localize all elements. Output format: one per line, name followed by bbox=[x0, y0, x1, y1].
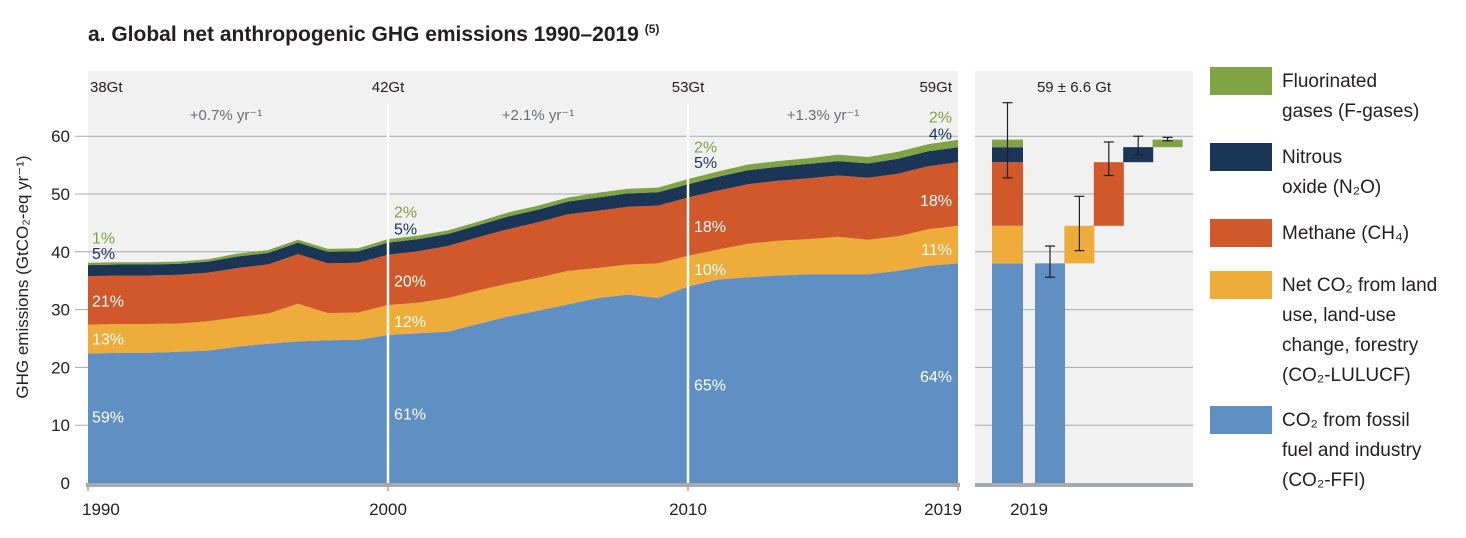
legend-label-line: (CO₂-FFI) bbox=[1282, 470, 1366, 491]
legend-swatch bbox=[1210, 219, 1272, 247]
share-label: 4% bbox=[929, 126, 952, 143]
legend-swatch bbox=[1210, 67, 1272, 95]
area-series-2 bbox=[88, 162, 958, 325]
share-label: 21% bbox=[92, 293, 124, 310]
x-axis-line bbox=[86, 483, 960, 487]
legend-label-line: Methane (CH₄) bbox=[1282, 223, 1410, 244]
total-bar-segment bbox=[992, 263, 1023, 483]
growth-rate-label: +1.3% yr⁻¹ bbox=[787, 107, 860, 124]
legend-label-line: (CO₂-LULUCF) bbox=[1282, 365, 1411, 386]
legend-item: CO₂ from fossil fuel and industry (CO₂-FFI… bbox=[1210, 406, 1421, 496]
x-tick-label: 2000 bbox=[369, 500, 407, 519]
legend-label-line: Nitrous bbox=[1282, 147, 1343, 168]
share-label: 65% bbox=[694, 378, 726, 395]
y-tick-label: 10 bbox=[51, 416, 70, 435]
y-axis-label: GHG emissions (GtCO₂-eq yr⁻¹) bbox=[13, 155, 32, 398]
share-label: 5% bbox=[694, 155, 717, 172]
y-tick-label: 30 bbox=[51, 301, 70, 320]
legend-label-line: gases (F-gases) bbox=[1282, 101, 1420, 122]
legend-label-line: change, forestry bbox=[1282, 335, 1419, 356]
legend-label-line: Net CO₂ from land bbox=[1282, 275, 1438, 296]
legend-item: Fluorinated gases (F-gases) bbox=[1210, 67, 1419, 127]
share-label: 2% bbox=[929, 110, 952, 127]
legend-label: CO₂ from fossil fuel and industry (CO₂-FFI… bbox=[1282, 406, 1421, 496]
total-label: 42Gt bbox=[372, 79, 405, 96]
legend-item: Methane (CH₄) bbox=[1210, 219, 1409, 249]
total-label: 38Gt bbox=[90, 79, 123, 96]
y-tick-label: 40 bbox=[51, 243, 70, 262]
growth-rate-label: +2.1% yr⁻¹ bbox=[502, 107, 575, 124]
share-label: 20% bbox=[394, 274, 426, 291]
growth-rate-label: +0.7% yr⁻¹ bbox=[190, 107, 263, 124]
chart-title: a. Global net anthropogenic GHG emission… bbox=[88, 22, 659, 47]
share-label: 10% bbox=[694, 262, 726, 279]
legend-label: Methane (CH₄) bbox=[1282, 219, 1409, 249]
total-label: 59Gt bbox=[919, 79, 952, 96]
legend-label-line: fuel and industry bbox=[1282, 440, 1422, 461]
share-label: 64% bbox=[920, 369, 952, 386]
legend-label: Fluorinated gases (F-gases) bbox=[1282, 67, 1419, 127]
share-label: 59% bbox=[92, 410, 124, 427]
x-tick-label: 1990 bbox=[82, 500, 120, 519]
share-label: 13% bbox=[92, 332, 124, 349]
legend-label-line: Fluorinated bbox=[1282, 71, 1378, 92]
waterfall-bar bbox=[1035, 263, 1065, 483]
y-tick-label: 50 bbox=[51, 185, 70, 204]
legend-item: Nitrous oxide (N₂O) bbox=[1210, 143, 1381, 203]
waterfall-bar bbox=[1152, 139, 1183, 148]
legend-label: Net CO₂ from land use, land-use change, fo… bbox=[1282, 271, 1437, 391]
share-label: 1% bbox=[92, 230, 115, 247]
share-label: 2% bbox=[394, 204, 417, 221]
share-label: 61% bbox=[394, 407, 426, 424]
total-bar-segment bbox=[992, 225, 1023, 264]
share-label: 18% bbox=[694, 219, 726, 236]
share-label: 11% bbox=[921, 242, 952, 259]
legend-label-line: CO₂ from fossil bbox=[1282, 410, 1410, 431]
area-series-0 bbox=[88, 263, 958, 483]
legend-swatch bbox=[1210, 406, 1272, 434]
total-label: 53Gt bbox=[672, 79, 705, 96]
legend-swatch bbox=[1210, 271, 1272, 299]
waterfall-title: 59 ± 6.6 Gt bbox=[1037, 79, 1112, 96]
chart-title-text: a. Global net anthropogenic GHG emission… bbox=[88, 23, 639, 46]
waterfall-axis-line bbox=[975, 483, 1193, 487]
x-tick-label: 2010 bbox=[669, 500, 707, 519]
legend-label-line: use, land-use bbox=[1282, 305, 1397, 326]
area-series-3 bbox=[88, 147, 958, 277]
share-label: 5% bbox=[92, 246, 115, 263]
share-label: 2% bbox=[694, 140, 717, 157]
legend-label-line: oxide (N₂O) bbox=[1282, 177, 1382, 198]
x-tick-label: 2019 bbox=[924, 500, 962, 519]
chart-title-note: (5) bbox=[644, 22, 660, 36]
share-label: 12% bbox=[394, 314, 426, 331]
legend-label: Nitrous oxide (N₂O) bbox=[1282, 143, 1381, 203]
waterfall-x-label: 2019 bbox=[1010, 500, 1048, 519]
y-tick-label: 20 bbox=[51, 358, 70, 377]
legend-item: Net CO₂ from land use, land-use change, fo… bbox=[1210, 271, 1437, 391]
area-series-4 bbox=[88, 139, 958, 266]
legend-swatch bbox=[1210, 143, 1272, 171]
y-tick-label: 0 bbox=[61, 474, 70, 493]
area-series-1 bbox=[88, 225, 958, 354]
y-tick-label: 60 bbox=[51, 127, 70, 146]
share-label: 5% bbox=[394, 222, 417, 239]
share-label: 18% bbox=[920, 193, 952, 210]
